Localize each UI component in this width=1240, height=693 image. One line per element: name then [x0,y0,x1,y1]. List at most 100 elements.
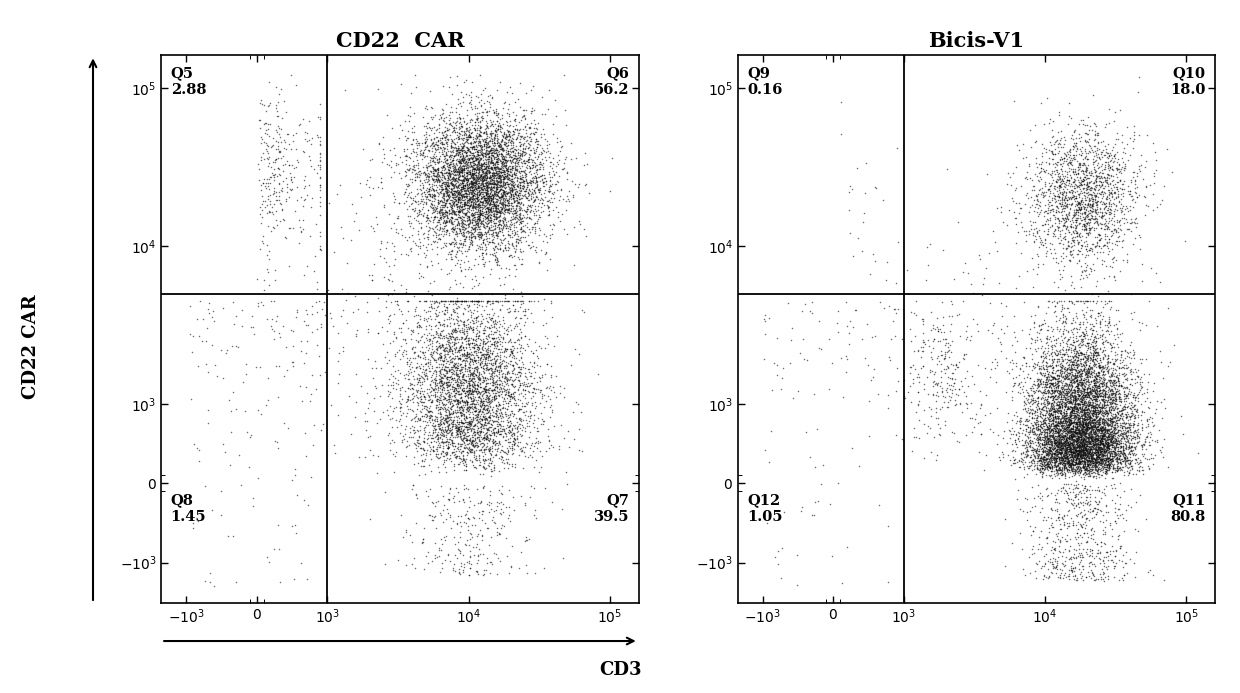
Point [1091,435,1111,446]
Point [523,410,543,421]
Point [1025,452,1045,463]
Point [1034,397,1054,408]
Point [1052,444,1071,455]
Point [512,199,532,210]
Point [486,342,506,353]
Point [451,402,471,413]
Point [1058,438,1078,449]
Point [495,362,515,374]
Point [477,422,497,433]
Point [432,207,451,218]
Point [438,397,458,408]
Point [277,106,296,117]
Point [1076,236,1096,247]
Point [404,452,424,463]
Point [1061,346,1081,358]
Point [1069,383,1089,394]
Point [1095,319,1115,331]
Point [1076,421,1096,432]
Point [441,295,461,306]
Point [1074,407,1094,419]
Point [1043,356,1063,367]
Point [1115,438,1135,449]
Point [1059,432,1079,444]
Point [1016,447,1035,458]
Point [1136,453,1156,464]
Point [445,187,465,198]
Point [934,353,954,365]
Point [470,435,490,446]
Point [1038,445,1058,456]
Point [506,312,526,323]
Point [448,209,467,220]
Point [1100,156,1120,167]
Point [446,127,466,138]
Point [394,188,414,200]
Point [997,437,1017,448]
Point [1080,398,1100,409]
Point [1107,402,1127,413]
Point [542,297,562,308]
Point [475,304,495,315]
Point [1071,448,1091,459]
Point [1038,396,1058,407]
Point [448,200,467,211]
Point [1161,356,1180,367]
Point [1061,184,1081,195]
Point [470,121,490,132]
Point [1044,414,1064,425]
Point [1118,425,1138,436]
Point [565,343,585,354]
Point [495,185,515,196]
Point [1061,493,1081,505]
Point [1066,552,1086,563]
Point [1069,416,1089,427]
Point [355,407,374,419]
Point [470,548,490,559]
Point [443,331,463,342]
Point [1061,429,1081,440]
Point [847,163,867,174]
Point [456,166,476,177]
Point [1053,316,1073,327]
Point [1052,359,1071,370]
Point [450,184,470,195]
Point [1065,489,1085,500]
Point [1024,386,1044,397]
Point [1049,389,1069,400]
Point [1024,425,1044,436]
Point [1061,432,1081,443]
Point [1075,470,1095,481]
Point [427,205,446,216]
Point [454,188,474,199]
Point [460,392,480,403]
Point [424,189,444,200]
Point [463,217,482,228]
Point [451,295,471,306]
Point [255,127,275,138]
Point [439,178,459,189]
Point [443,419,463,430]
Point [459,372,479,383]
Point [460,372,480,383]
Point [485,318,505,329]
Point [500,410,520,421]
Point [482,147,502,158]
Point [413,534,433,545]
Point [1084,335,1104,346]
Point [489,186,508,198]
Point [464,189,484,200]
Point [1079,466,1099,477]
Point [1084,350,1104,361]
Point [1096,297,1116,308]
Point [523,383,543,394]
Point [1074,331,1094,342]
Point [1087,352,1107,363]
Point [521,117,541,128]
Point [1102,254,1122,265]
Point [1068,398,1087,410]
Point [1059,334,1079,345]
Point [1081,166,1101,177]
Point [1091,377,1111,388]
Point [515,134,534,145]
